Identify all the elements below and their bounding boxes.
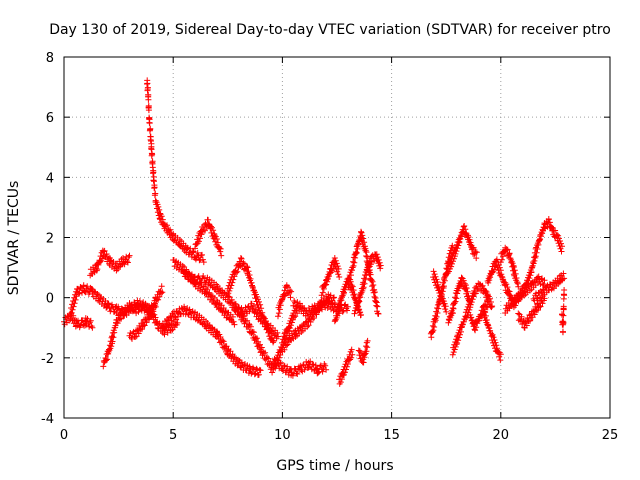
axis-ticks: 0 5 10 15 20 25 -4 -2 0 2 4 6 8	[41, 51, 618, 443]
series-s5	[122, 297, 181, 338]
plus-markers	[559, 287, 568, 336]
plus-markers	[430, 268, 450, 315]
data-points	[61, 77, 568, 387]
plus-markers	[344, 228, 382, 317]
plus-markers	[515, 293, 548, 331]
plus-markers	[449, 280, 496, 358]
y-axis-label: SDTVAR / TECUs	[6, 181, 22, 296]
y-tick-label: 4	[46, 171, 54, 186]
series-s27	[443, 223, 480, 277]
x-tick-label: 0	[60, 428, 68, 443]
series-s29	[449, 280, 496, 358]
plus-markers	[336, 346, 356, 387]
series-s3	[87, 247, 133, 279]
series-s23	[351, 251, 384, 317]
series-s33	[497, 244, 522, 290]
plus-markers	[355, 337, 371, 366]
y-tick-label: 2	[46, 232, 54, 247]
series-s21	[336, 346, 356, 387]
plus-markers	[480, 303, 504, 364]
chart-title: Day 130 of 2019, Sidereal Day-to-day VTE…	[49, 22, 611, 38]
series-s15	[270, 356, 330, 379]
plus-markers	[122, 297, 181, 338]
series-s6	[144, 77, 207, 266]
series-s11	[159, 303, 264, 378]
series-s2	[67, 282, 129, 319]
grid-lines	[64, 57, 610, 418]
plus-markers	[144, 77, 207, 266]
series-s28	[445, 274, 474, 326]
x-tick-label: 5	[169, 428, 177, 443]
plus-markers	[231, 300, 281, 342]
plus-markers	[126, 283, 166, 342]
y-tick-label: 8	[46, 51, 54, 66]
y-tick-label: 0	[46, 292, 54, 307]
plus-markers	[443, 223, 480, 277]
plus-markers	[61, 310, 96, 331]
plus-markers	[275, 282, 295, 320]
plus-markers	[87, 247, 133, 279]
plus-markers	[530, 270, 568, 304]
x-tick-label: 10	[274, 428, 291, 443]
series-s36	[530, 270, 568, 304]
series-s13	[231, 300, 281, 342]
plus-markers	[192, 216, 225, 259]
plus-markers	[497, 244, 522, 290]
series-s38	[559, 287, 568, 336]
series-s7	[126, 283, 166, 342]
series-s19	[318, 255, 343, 299]
y-tick-label: -2	[41, 352, 54, 367]
plus-markers	[445, 274, 474, 326]
y-tick-label: -4	[41, 412, 54, 427]
plus-markers	[519, 216, 565, 298]
plus-markers	[318, 255, 343, 299]
plus-markers	[270, 356, 330, 379]
plus-markers	[67, 282, 129, 319]
x-tick-label: 20	[493, 428, 510, 443]
series-s10	[192, 216, 225, 259]
plot-frame	[63, 56, 611, 419]
series-s1	[61, 310, 96, 331]
series-s24	[355, 337, 371, 366]
series-s31	[480, 303, 504, 364]
plus-markers	[351, 251, 384, 317]
x-tick-label: 25	[602, 428, 619, 443]
series-s37	[515, 293, 548, 331]
series-s22	[344, 228, 382, 317]
series-s35	[519, 216, 565, 298]
series-s26	[430, 268, 450, 315]
x-axis-label: GPS time / hours	[276, 458, 393, 474]
plus-markers	[159, 303, 264, 378]
series-s17	[275, 282, 295, 320]
x-tick-label: 15	[383, 428, 400, 443]
y-tick-label: 6	[46, 111, 54, 126]
